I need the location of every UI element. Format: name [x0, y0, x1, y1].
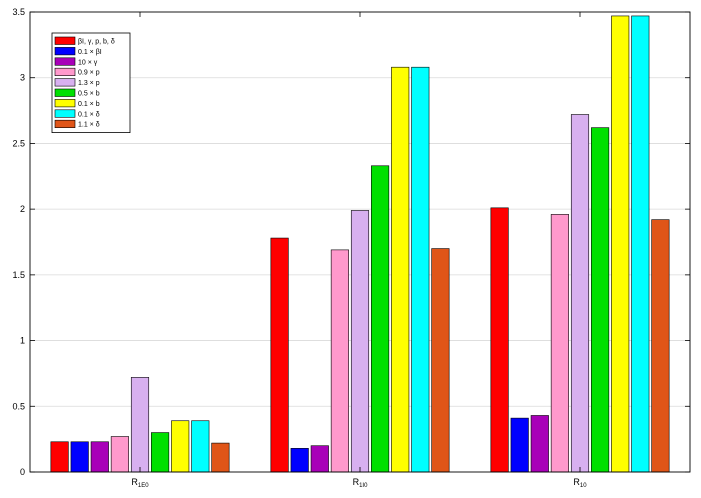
legend-label: 1.1 × δ	[78, 122, 100, 129]
axes	[29, 11, 691, 473]
bar	[490, 207, 509, 473]
bar	[90, 441, 109, 473]
legend-label: βI, γ, p, b, δ	[78, 39, 115, 46]
bar-group-r1i0	[270, 66, 450, 473]
bar	[191, 420, 210, 473]
legend-swatch	[54, 109, 76, 118]
bar	[411, 66, 430, 473]
legend-item: 0.9 × p	[54, 67, 100, 77]
bar	[570, 114, 590, 473]
x-tick-label-main: R	[353, 477, 360, 487]
bar	[310, 445, 329, 473]
y-tick-label: 0.5	[12, 401, 25, 411]
bar	[611, 15, 630, 473]
x-tick-label: R1E0	[131, 477, 149, 489]
x-tick-label-main: R	[131, 477, 138, 487]
legend-swatch	[54, 119, 76, 128]
legend: βI, γ, p, b, δ 0.1 × βI 10 × γ 0.9 × p 1.3 ×…	[51, 32, 131, 133]
y-tick-label: 3	[20, 73, 25, 83]
legend-item: 0.1 × b	[54, 99, 100, 108]
bar	[371, 165, 390, 473]
legend-label: 0.9 × p	[78, 70, 100, 77]
legend-swatch	[54, 78, 76, 87]
legend-item: 0.5 × b	[54, 88, 100, 98]
x-tick-label-main: R	[573, 477, 580, 487]
bar	[350, 210, 370, 473]
bar	[591, 127, 610, 473]
bar	[651, 219, 670, 473]
y-tick-label: 3.5	[12, 7, 25, 17]
bar	[70, 441, 89, 473]
bar	[171, 420, 190, 473]
bar	[130, 377, 150, 473]
legend-label: 0.5 × b	[78, 91, 100, 98]
bar	[290, 448, 309, 473]
bar-group-r1e0	[50, 377, 230, 473]
bars	[50, 15, 670, 473]
bar	[110, 436, 129, 473]
bar	[631, 15, 650, 473]
bar	[330, 249, 349, 473]
y-tick-label: 2	[20, 204, 25, 214]
legend-item: βI, γ, p, b, δ	[54, 36, 115, 46]
legend-swatch	[54, 36, 76, 45]
legend-swatch	[54, 47, 76, 56]
legend-swatch	[54, 67, 76, 76]
y-tick-label: 1.5	[12, 270, 25, 280]
y-tick-label: 0	[20, 467, 25, 477]
x-tick-label-sub: 10	[580, 483, 587, 489]
legend-item: 0.1 × δ	[54, 109, 100, 118]
legend-label: 1.3 × p	[78, 80, 100, 87]
legend-swatch	[54, 88, 76, 97]
x-tick-label-sub: 1E0	[138, 483, 149, 489]
y-tick-label: 2.5	[12, 138, 25, 148]
bar	[211, 442, 230, 473]
legend-label: 0.1 × b	[78, 101, 100, 108]
bar	[510, 417, 529, 473]
axes-box	[29, 11, 691, 473]
legend-label: 0.1 × δ	[78, 111, 100, 118]
bar	[431, 248, 450, 473]
bar	[530, 415, 549, 473]
bar-group-r10	[490, 15, 670, 473]
legend-swatch	[54, 99, 76, 108]
bar	[391, 66, 410, 473]
bar	[270, 237, 289, 473]
legend-label: 10 × γ	[78, 59, 98, 66]
x-tick-label: R10	[573, 477, 587, 489]
legend-item: 1.3 × p	[54, 78, 100, 87]
bar	[151, 432, 170, 473]
legend-label: 0.1 × βI	[78, 49, 102, 56]
legend-item: 0.1 × βI	[54, 47, 102, 56]
legend-item: 10 × γ	[54, 57, 98, 66]
x-tick-label: R1I0	[353, 477, 369, 489]
x-tick-label-sub: 1I0	[359, 483, 368, 489]
legend-swatch	[54, 57, 76, 66]
bar	[550, 214, 569, 473]
bar	[50, 441, 69, 473]
legend-item: 1.1 × δ	[54, 119, 100, 129]
y-tick-label: 1	[20, 336, 25, 346]
